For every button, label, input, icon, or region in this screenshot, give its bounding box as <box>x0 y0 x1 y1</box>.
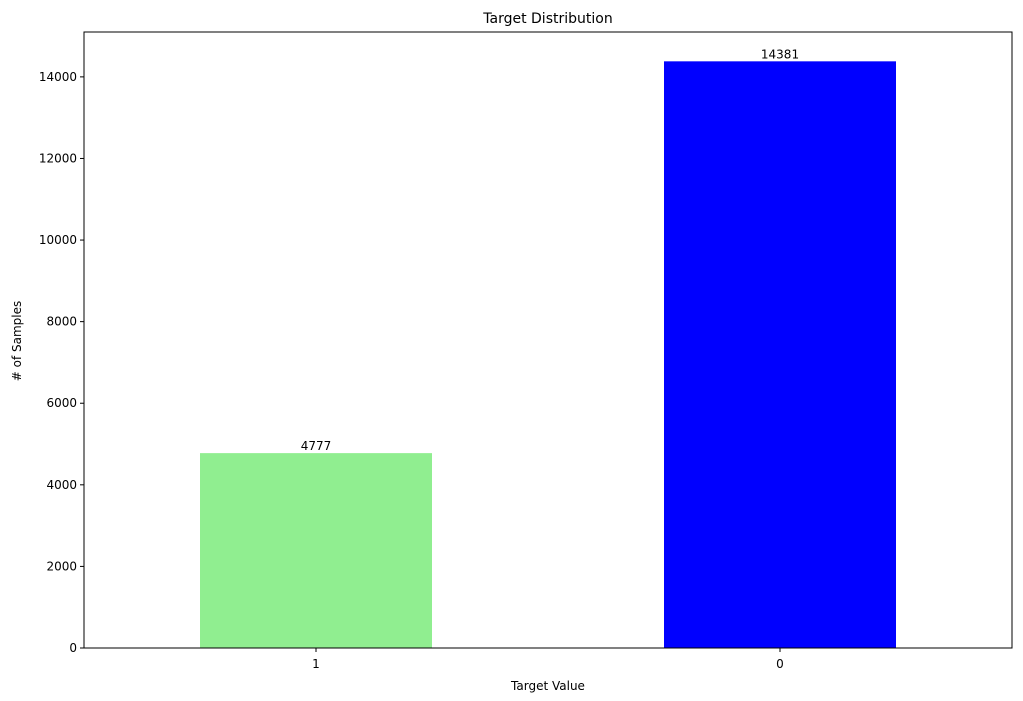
data-label-0: 14381 <box>761 47 799 61</box>
y-tick-label-12000: 12000 <box>39 151 77 165</box>
y-tick-label-8000: 8000 <box>46 315 77 329</box>
y-tick-label-0: 0 <box>69 641 77 655</box>
y-tick-label-2000: 2000 <box>46 559 77 573</box>
x-tick-label-1: 1 <box>312 657 320 671</box>
axes-frame <box>83 31 1013 649</box>
bar-0 <box>664 61 896 648</box>
y-axis-label: # of Samples <box>10 301 24 382</box>
data-label-1: 4777 <box>301 439 332 453</box>
x-tick-label-0: 0 <box>776 657 784 671</box>
y-tick-label-10000: 10000 <box>39 233 77 247</box>
x-axis-label: Target Value <box>510 679 585 693</box>
plot-area: 4777 1 14381 0 0 2000 4000 6000 8000 10000 12000 14… <box>39 31 1013 671</box>
bar-1 <box>200 453 432 648</box>
chart-title: Target Distribution <box>482 11 612 27</box>
y-tick-label-6000: 6000 <box>46 396 77 410</box>
y-tick-label-14000: 14000 <box>39 70 77 84</box>
y-tick-label-4000: 4000 <box>46 478 77 492</box>
